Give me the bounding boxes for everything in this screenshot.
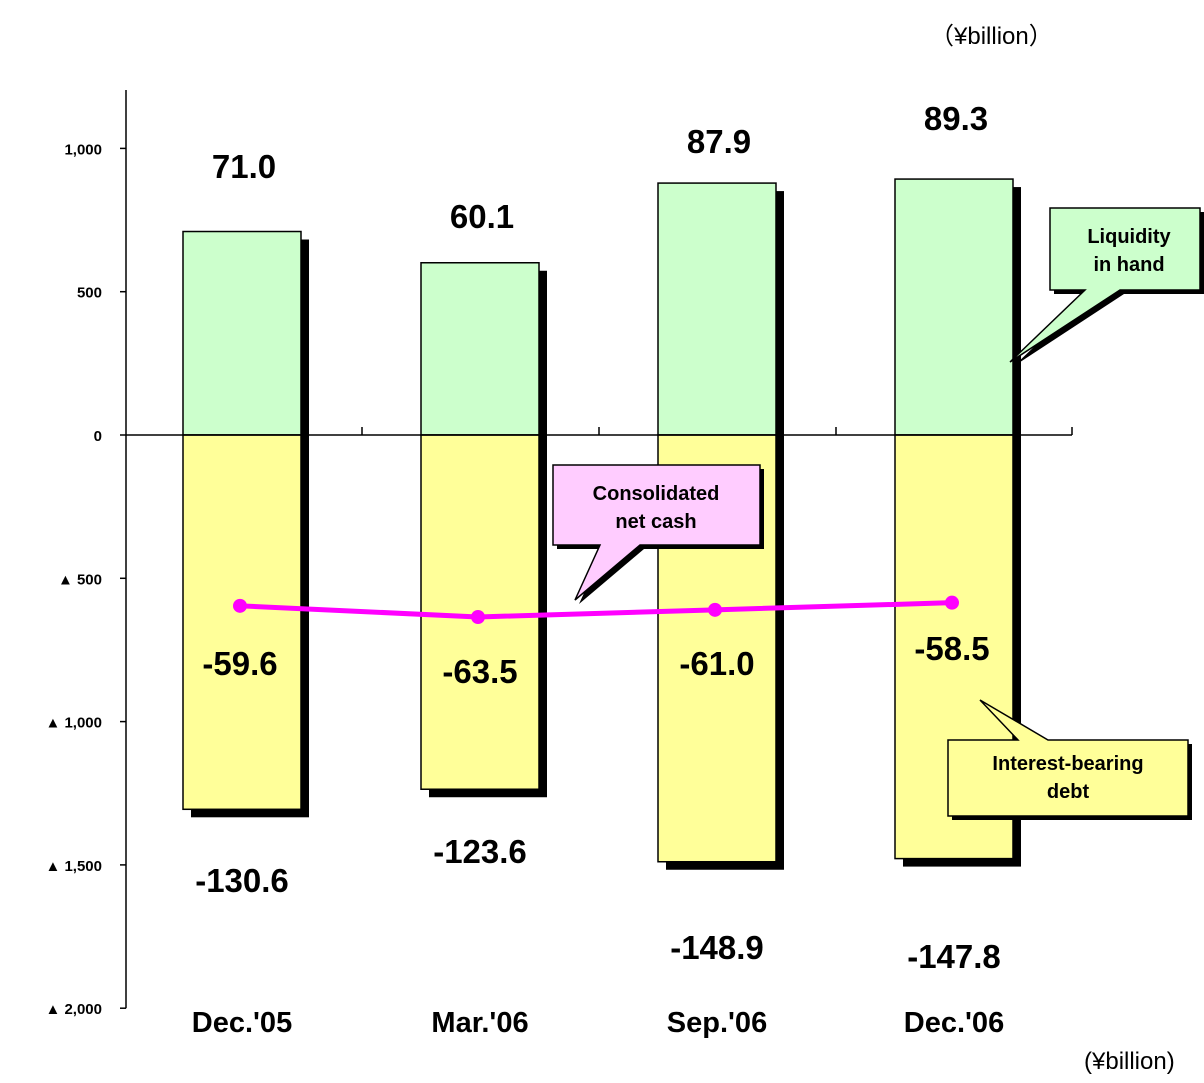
callout-net-cash — [552, 464, 761, 601]
debt-value-label: -123.6 — [433, 833, 527, 870]
x-category-label: Dec.'06 — [904, 1007, 1004, 1039]
debt-value-label: -130.6 — [195, 862, 289, 899]
callout-liquidity — [1009, 207, 1201, 363]
liquidity-value-label: 71.0 — [212, 148, 276, 185]
liquidity-value-label: 87.9 — [687, 123, 751, 160]
liquidity-bar — [657, 182, 777, 436]
y-tick-label: ▲ 1,500 — [45, 858, 102, 875]
callout-debt-text: Interest-bearing — [992, 753, 1143, 775]
y-tick-label: ▲ 2,000 — [45, 1001, 102, 1018]
net-cash-value-label: -58.5 — [914, 630, 989, 667]
net-cash-line — [239, 600, 953, 620]
x-category-label: Mar.'06 — [431, 1007, 528, 1039]
unit-label-bottom: (¥billion) — [1084, 1048, 1175, 1075]
liquidity-bar — [182, 230, 302, 436]
callout-liquidity-text: Liquidity — [1087, 226, 1171, 248]
x-category-label: Sep.'06 — [667, 1007, 767, 1039]
debt-value-label: -148.9 — [670, 929, 764, 966]
net-cash-value-label: -59.6 — [202, 645, 277, 682]
debt-value-label: -147.8 — [907, 938, 1001, 975]
net-cash-point — [708, 602, 722, 617]
unit-label-top: （¥billion） — [930, 23, 1053, 50]
y-tick-label: ▲ 500 — [58, 571, 102, 588]
liquidity-bar — [420, 262, 540, 436]
callout-debt-text: debt — [1047, 781, 1090, 803]
callout-net-cash-text: net cash — [615, 511, 696, 533]
callout-liquidity-text: in hand — [1093, 254, 1164, 276]
callout-net-cash-text: Consolidated — [593, 483, 720, 505]
net-cash-point — [945, 595, 959, 610]
net-cash-point — [233, 598, 247, 613]
y-tick-label: ▲ 1,000 — [45, 715, 102, 732]
debt-bar — [182, 434, 302, 811]
y-tick-label: 0 — [94, 428, 102, 445]
y-tick-label: 1,000 — [64, 141, 102, 158]
y-tick-label: 500 — [77, 285, 102, 302]
x-category-label: Dec.'05 — [192, 1007, 292, 1039]
net-cash-value-label: -61.0 — [679, 645, 754, 682]
liquidity-value-label: 60.1 — [450, 198, 514, 235]
callout-debt — [947, 699, 1189, 817]
net-cash-point — [471, 609, 485, 624]
liquidity-bar — [894, 178, 1014, 436]
net-cash-value-label: -63.5 — [442, 653, 517, 690]
liquidity-value-label: 89.3 — [924, 100, 988, 137]
